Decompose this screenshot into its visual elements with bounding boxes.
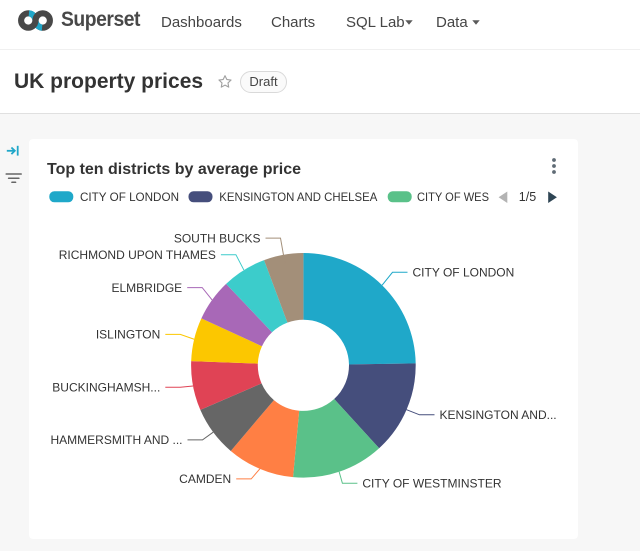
svg-text:CITY OF WESTMINSTER: CITY OF WESTMINSTER [362,476,501,490]
svg-text:CAMDEN: CAMDEN [179,472,231,486]
svg-text:CITY OF LONDON: CITY OF LONDON [413,266,515,280]
svg-text:KENSINGTON AND...: KENSINGTON AND... [440,408,557,422]
svg-text:HAMMERSMITH AND ...: HAMMERSMITH AND ... [50,433,182,447]
svg-text:CITY OF LONDON: CITY OF LONDON [80,190,179,204]
svg-text:ISLINGTON: ISLINGTON [96,328,160,342]
svg-text:SOUTH BUCKS: SOUTH BUCKS [174,231,261,245]
svg-text:RICHMOND UPON THAMES: RICHMOND UPON THAMES [59,248,216,262]
svg-text:ELMBRIDGE: ELMBRIDGE [112,281,183,295]
svg-text:CITY OF WES: CITY OF WES [417,190,489,204]
svg-text:KENSINGTON AND CHELSEA: KENSINGTON AND CHELSEA [219,190,377,204]
svg-text:1/5: 1/5 [519,190,536,204]
svg-text:BUCKINGHAMSH...: BUCKINGHAMSH... [52,380,160,394]
